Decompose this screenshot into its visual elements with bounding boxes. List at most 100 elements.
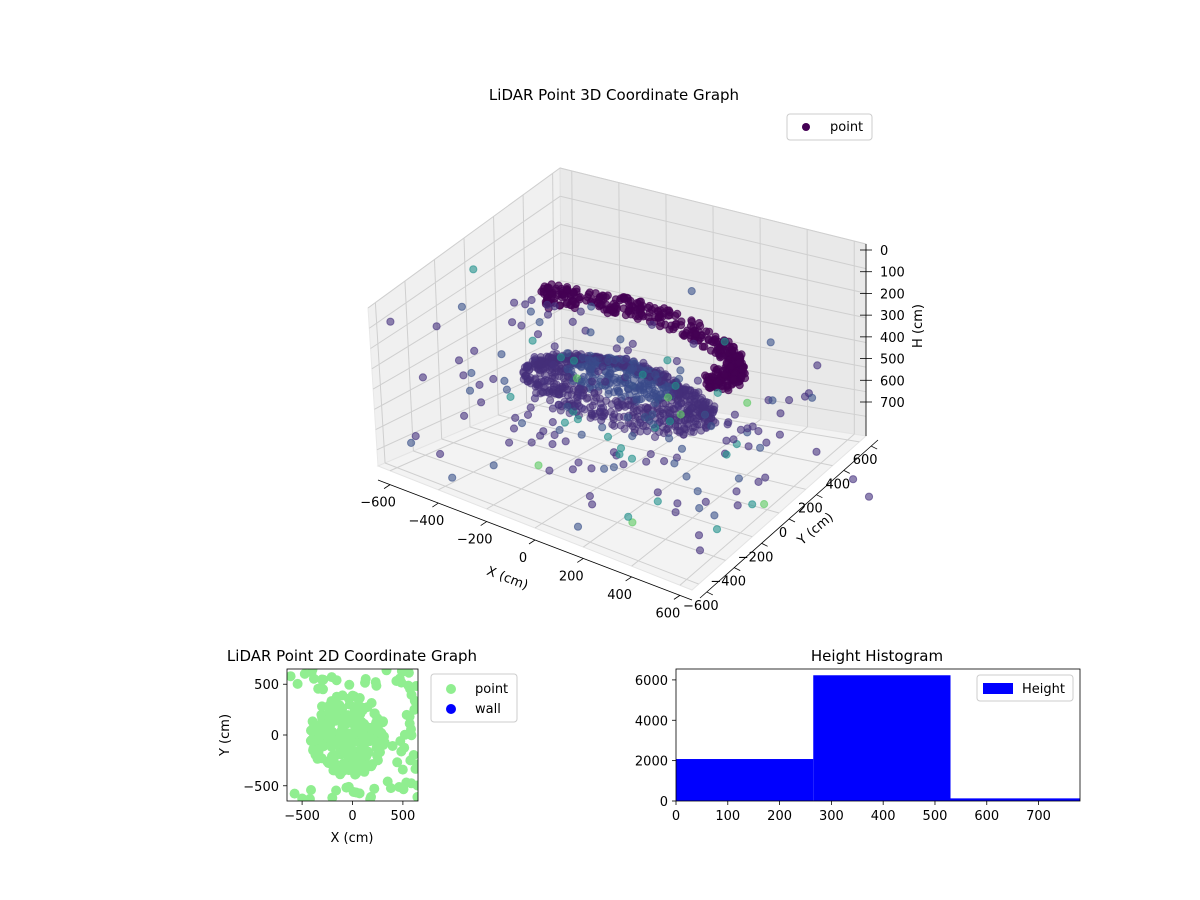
outlier-point	[609, 463, 619, 472]
outlier-point	[694, 531, 704, 540]
outlier-point	[570, 402, 580, 411]
dome-point	[699, 401, 708, 410]
chart-2d-title: LiDAR Point 2D Coordinate Graph	[227, 647, 477, 665]
y-tick-label: 600	[853, 453, 878, 468]
outlier-point	[554, 400, 564, 409]
outlier-point	[671, 508, 680, 517]
outlier-point	[469, 265, 478, 274]
dome-point	[565, 385, 574, 394]
outlier-point	[664, 393, 673, 402]
grid-line	[560, 280, 867, 343]
histogram-bar	[676, 759, 814, 801]
dome-point	[665, 403, 674, 412]
outlier-point	[720, 337, 729, 346]
outlier-point	[541, 375, 550, 385]
outlier-point	[670, 459, 679, 468]
ticks-hist: 0 100 200 300 400 500 600 700 0 2000 4000 6000	[635, 674, 1051, 824]
outlier-point	[601, 377, 610, 386]
outlier-point	[754, 427, 763, 436]
outlier-point	[733, 501, 742, 510]
outlier-point	[475, 380, 484, 389]
dome-point	[537, 360, 547, 369]
outlier-point	[588, 377, 597, 386]
outlier-point	[695, 546, 705, 555]
outlier-point	[768, 396, 777, 405]
outlier-point	[647, 320, 657, 329]
outlier-point	[672, 357, 682, 366]
y-tick-label-hist: 0	[660, 795, 668, 810]
y-tick-mark	[788, 518, 796, 523]
x-tick-label-2d: −500	[284, 809, 320, 824]
ring-point	[631, 306, 640, 315]
point-2d	[412, 792, 418, 801]
point-2d	[401, 709, 412, 720]
outlier-point	[674, 401, 683, 410]
point-2d	[387, 741, 398, 751]
x-tick-label: 600	[656, 606, 681, 621]
plot-frame-hist	[675, 668, 1081, 802]
outlier-point	[600, 464, 609, 473]
point-2d	[406, 724, 416, 735]
ring-point	[597, 300, 606, 309]
outlier-point	[527, 438, 536, 447]
x-tick-label-hist: 500	[923, 809, 948, 824]
point-2d	[308, 722, 319, 733]
dome-point	[554, 390, 563, 399]
dome-point	[539, 388, 548, 397]
ring-point	[716, 353, 725, 362]
y-tick-label: 400	[825, 477, 850, 492]
point-2d	[337, 747, 348, 758]
x-tick-label: −200	[457, 533, 493, 548]
x-tick-label-hist: 0	[672, 809, 680, 824]
x-tick-mark	[383, 484, 391, 489]
grid-line	[759, 217, 762, 420]
point-2d	[310, 749, 321, 760]
x-tick-mark	[625, 576, 632, 582]
outlier-point	[732, 487, 741, 496]
outlier-point	[707, 422, 716, 431]
point-2d	[327, 726, 338, 737]
grid-line	[560, 252, 867, 319]
outlier-point	[748, 500, 757, 509]
outlier-point	[576, 391, 585, 400]
outlier-point	[522, 361, 531, 371]
dome-point	[657, 376, 666, 385]
x-tick-label: −400	[409, 514, 445, 529]
outlier-point	[676, 366, 685, 375]
dome-point	[590, 388, 599, 397]
point-2d	[328, 752, 339, 763]
legend-2d: point wall	[430, 673, 518, 723]
outlier-point	[523, 410, 533, 419]
outlier-point	[722, 436, 731, 445]
outlier-point	[470, 346, 479, 355]
ring-point	[569, 289, 578, 298]
outlier-point	[603, 432, 613, 441]
point-2d	[382, 776, 393, 787]
point-2d	[287, 671, 296, 682]
ring-point	[560, 292, 569, 301]
outlier-point	[526, 307, 536, 316]
point-2d	[306, 785, 316, 795]
y-tick-label: −400	[710, 575, 746, 590]
chart-3d-title: LiDAR Point 3D Coordinate Graph	[489, 86, 739, 104]
y-tick-label-2d: −500	[243, 780, 279, 795]
outlier-point	[812, 447, 821, 456]
outlier-point	[651, 399, 660, 408]
outlier-point	[775, 430, 785, 439]
z-axis-label: H (cm)	[911, 304, 926, 348]
outlier-point	[497, 350, 506, 359]
point-2d	[337, 690, 348, 701]
outlier-point	[545, 466, 554, 475]
grid-line	[560, 223, 867, 294]
histogram-title: Height Histogram	[811, 647, 943, 665]
outlier-point	[517, 321, 526, 330]
point-2d	[331, 765, 342, 776]
x-tick-mark	[577, 558, 584, 563]
outlier-point	[509, 298, 519, 307]
y-tick-label: 0	[779, 526, 787, 541]
point-2d	[371, 742, 382, 753]
outlier-point	[628, 381, 637, 390]
grid-line	[433, 259, 443, 440]
outlier-point	[665, 434, 674, 443]
legend-3d: point	[786, 113, 873, 141]
